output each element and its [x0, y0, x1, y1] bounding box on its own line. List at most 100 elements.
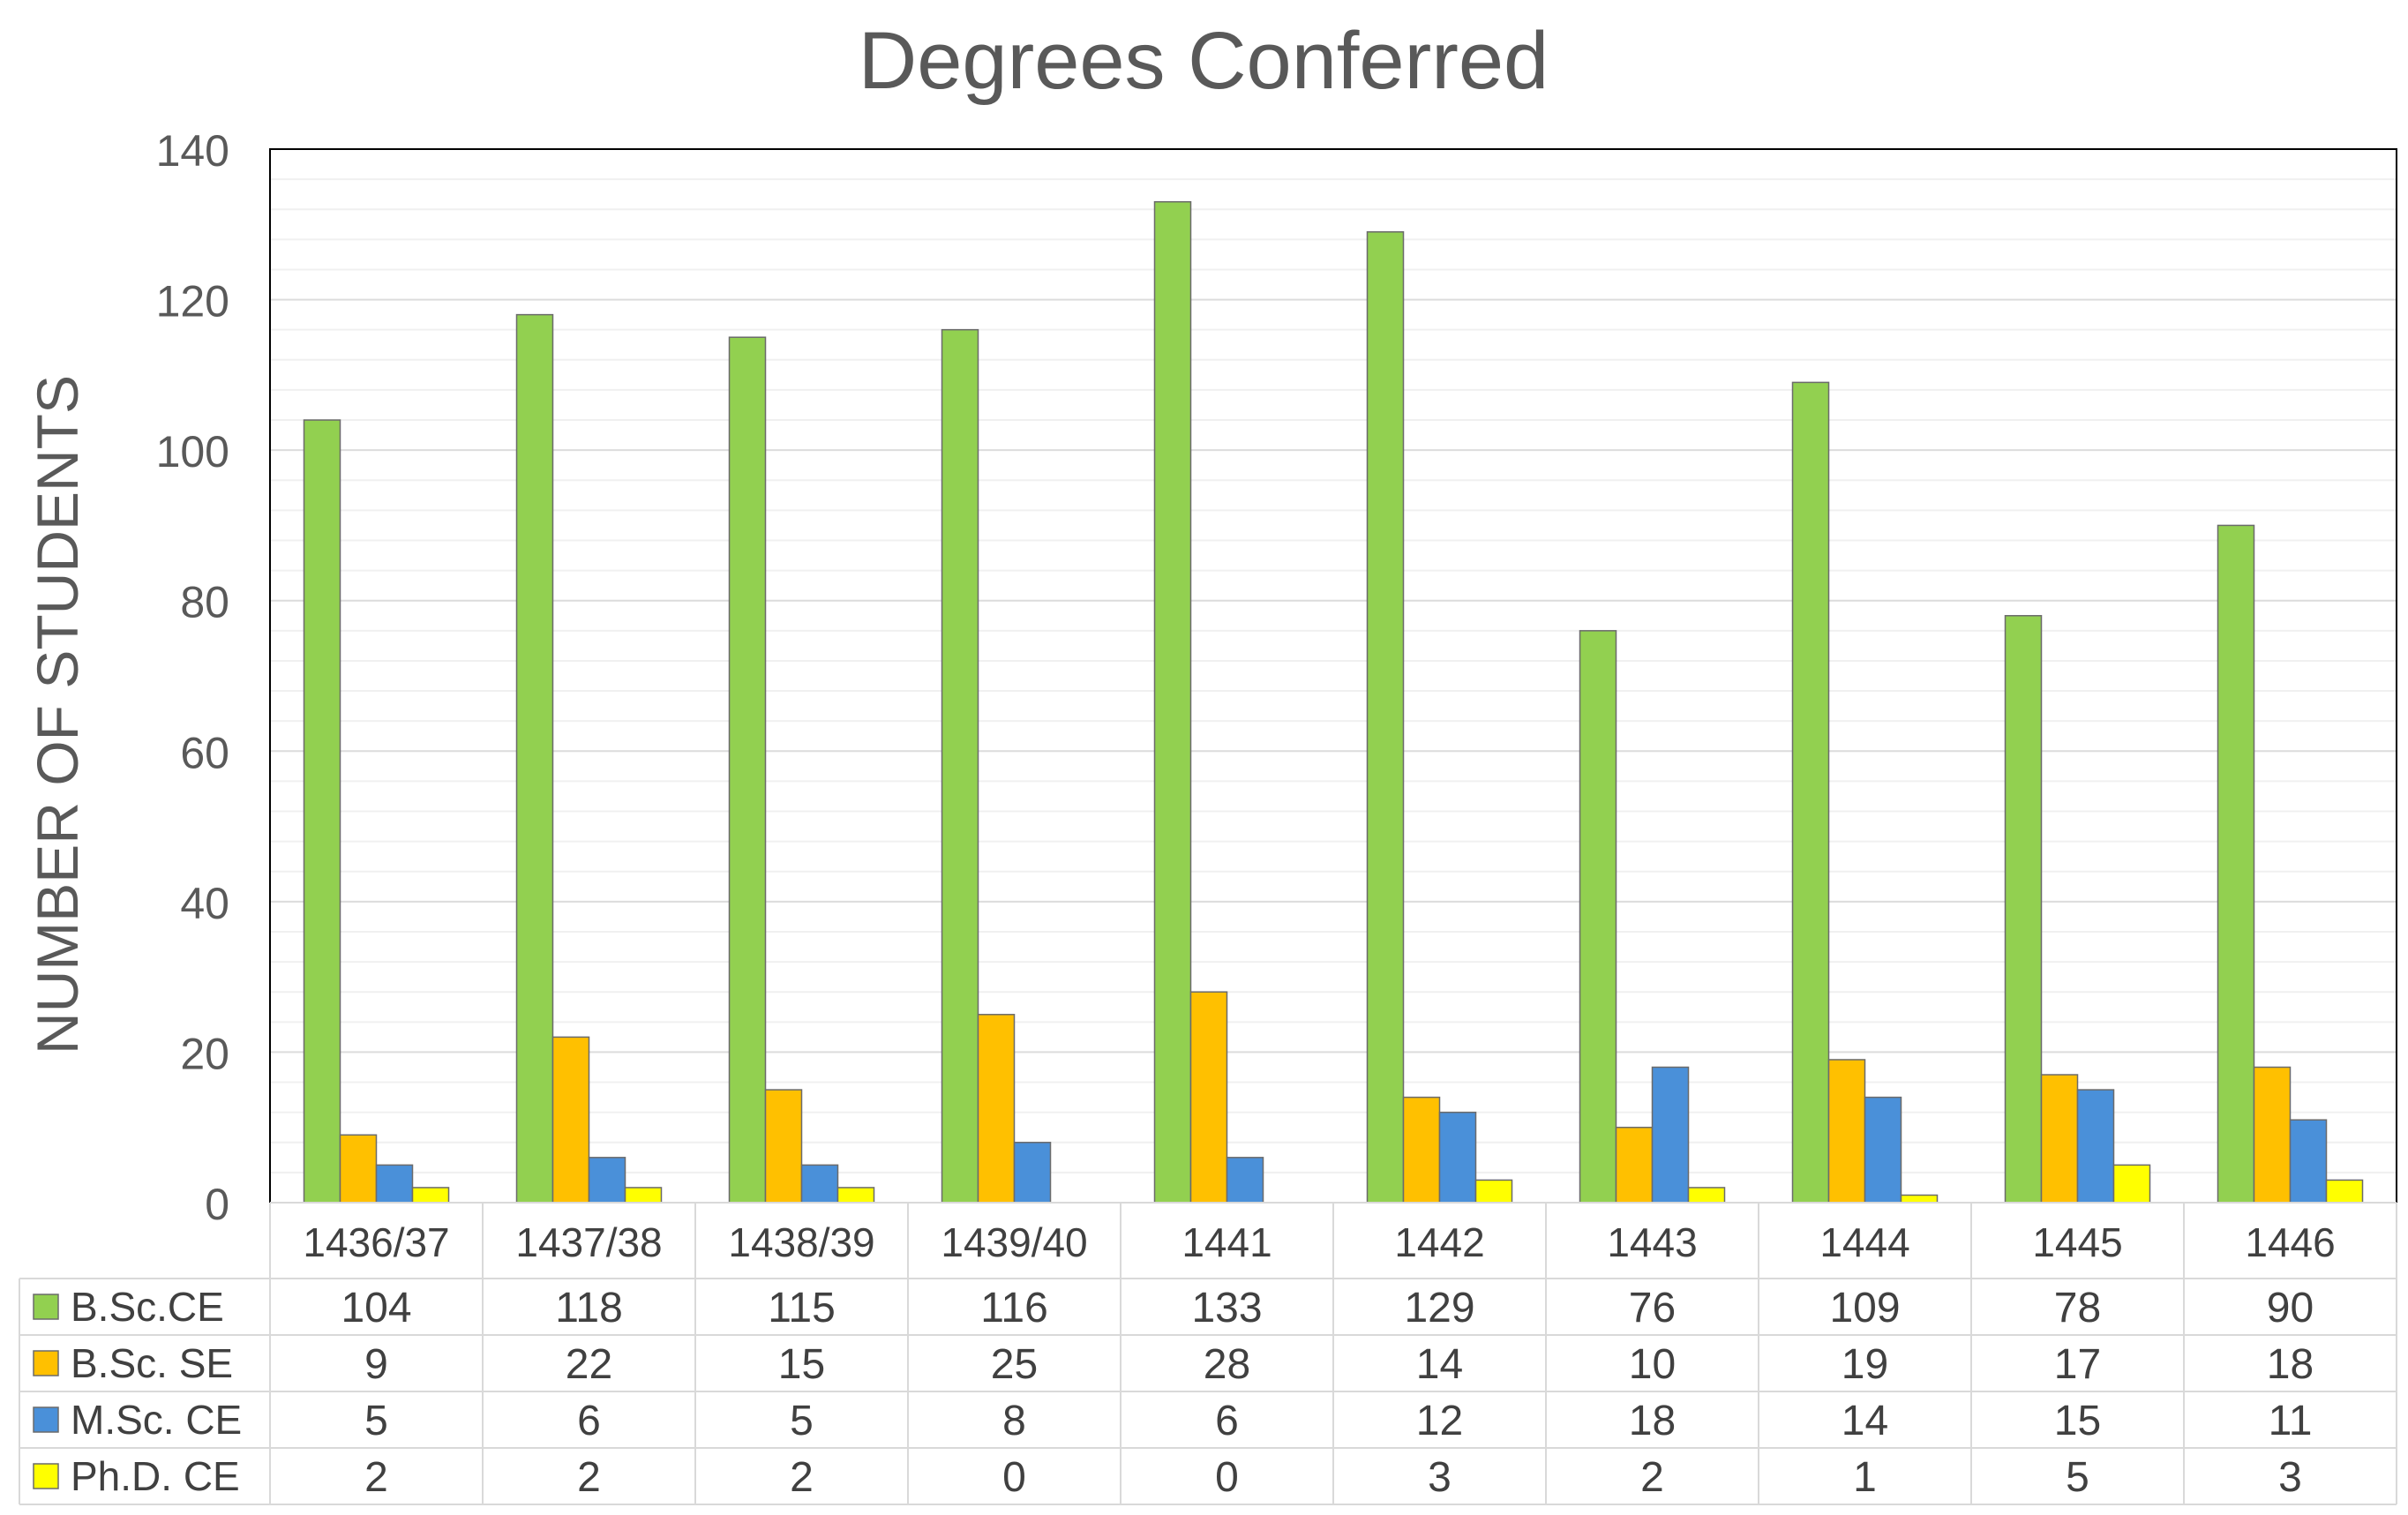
bar [2289, 1119, 2328, 1204]
y-axis-label: NUMBER OF STUDENTS [25, 375, 90, 1054]
bar [303, 419, 341, 1204]
x-tick-label: 1443 [1607, 1219, 1697, 1265]
bar [764, 1089, 803, 1204]
bar [411, 1187, 450, 1204]
table-cell-value: 11 [2269, 1398, 2313, 1444]
table-cell-value: 28 [1204, 1341, 1250, 1388]
table-cell-value: 133 [1191, 1285, 1262, 1331]
bar [1827, 1059, 1866, 1204]
table-cell-value: 6 [577, 1398, 601, 1444]
legend-swatch [33, 1406, 59, 1433]
x-tick-label: 1436/37 [303, 1219, 449, 1265]
bar [2040, 1074, 2079, 1204]
bars [303, 200, 2364, 1204]
bar [1153, 200, 1192, 1204]
bar [1226, 1157, 1264, 1204]
bar [624, 1187, 663, 1204]
table-cell-value: 17 [2054, 1341, 2101, 1388]
bar [375, 1164, 414, 1204]
table-cell-value: 2 [1640, 1454, 1664, 1501]
table-cell-value: 0 [1215, 1454, 1239, 1501]
x-tick-label: 1439/40 [941, 1219, 1087, 1265]
chart-title: Degrees Conferred [859, 16, 1549, 106]
table-cell-value: 15 [778, 1341, 825, 1388]
bar [1402, 1096, 1441, 1204]
bar [728, 336, 767, 1204]
table-cell-value: 15 [2054, 1398, 2101, 1444]
data-table: 1436/37 1437/38 1438/39 1439/40 1441 1442 1443… [19, 1202, 2397, 1505]
table-cell-value: 5 [364, 1398, 388, 1444]
legend-label: B.Sc. SE [71, 1340, 233, 1386]
table-cell-value: 8 [1002, 1398, 1026, 1444]
bar [1013, 1142, 1052, 1204]
legend-label: Ph.D. CE [71, 1453, 240, 1499]
y-tick-label: 0 [205, 1180, 229, 1229]
table-cell-value: 2 [790, 1454, 814, 1501]
table-cell-value: 104 [341, 1285, 411, 1331]
x-tick-label: 1444 [1819, 1219, 1909, 1265]
table-cell-value: 14 [1416, 1341, 1463, 1388]
table-cell-value: 10 [1629, 1341, 1676, 1388]
y-tick-label: 80 [180, 578, 229, 627]
table-cell-value: 109 [1829, 1285, 1900, 1331]
table-cell-value: 18 [2267, 1341, 2314, 1388]
y-tick-label: 120 [156, 277, 229, 326]
x-tick-label: 1441 [1181, 1219, 1272, 1265]
bar [339, 1134, 378, 1204]
bar [1474, 1179, 1513, 1204]
table-cell-value: 3 [2278, 1454, 2302, 1501]
bar [2076, 1089, 2115, 1204]
bar [551, 1036, 590, 1204]
bar [2217, 524, 2255, 1204]
x-tick-label: 1437/38 [515, 1219, 662, 1265]
table-cell-value: 19 [1842, 1341, 1888, 1388]
table-cell-value: 9 [364, 1341, 388, 1388]
table-cell-value: 90 [2267, 1285, 2314, 1331]
table-cell-value: 116 [980, 1285, 1048, 1331]
bar [1579, 630, 1617, 1204]
legend-label: B.Sc.CE [71, 1284, 224, 1330]
table-cell-value: 129 [1404, 1285, 1474, 1331]
legend-swatch [33, 1294, 59, 1320]
bar [1687, 1187, 1726, 1204]
bar [1864, 1096, 1902, 1204]
x-tick-label: 1438/39 [728, 1219, 874, 1265]
y-tick-label: 40 [180, 879, 229, 928]
bar [800, 1164, 839, 1204]
table-cell-value: 118 [555, 1285, 623, 1331]
table-cell-value: 14 [1842, 1398, 1888, 1444]
y-tick-label: 100 [156, 427, 229, 476]
table-cell-value: 5 [2066, 1454, 2089, 1501]
table-cell-value: 3 [1428, 1454, 1452, 1501]
table-cell-value: 76 [1629, 1285, 1676, 1331]
bar [2253, 1066, 2292, 1204]
table-cell-value: 18 [1629, 1398, 1676, 1444]
legend-label: M.Sc. CE [71, 1397, 242, 1443]
bar [1366, 231, 1405, 1204]
y-tick-label: 20 [180, 1029, 229, 1078]
axes: 0 20 40 60 80 100 120 140 [156, 126, 2397, 1229]
bar [977, 1014, 1016, 1204]
legend-swatch [33, 1350, 59, 1376]
bar [941, 328, 979, 1204]
bar [1651, 1066, 1690, 1204]
y-tick-label: 60 [180, 728, 229, 777]
table-cell-value: 115 [768, 1285, 836, 1331]
x-tick-label: 1445 [2032, 1219, 2122, 1265]
table-cell-value: 2 [364, 1454, 388, 1501]
table-cell-value: 25 [991, 1341, 1038, 1388]
x-tick-label: 1442 [1394, 1219, 1484, 1265]
table-cell-value: 6 [1215, 1398, 1239, 1444]
table-cell-value: 78 [2054, 1285, 2101, 1331]
bar [1615, 1126, 1654, 1204]
y-tick-label: 140 [156, 126, 229, 176]
table-cell-value: 1 [1853, 1454, 1877, 1501]
bar [1900, 1194, 1939, 1204]
table-cell-value: 5 [790, 1398, 814, 1444]
table-cell-value: 2 [577, 1454, 601, 1501]
table-cell-value: 12 [1416, 1398, 1463, 1444]
x-tick-label: 1446 [2245, 1219, 2335, 1265]
bar [1791, 381, 1830, 1204]
